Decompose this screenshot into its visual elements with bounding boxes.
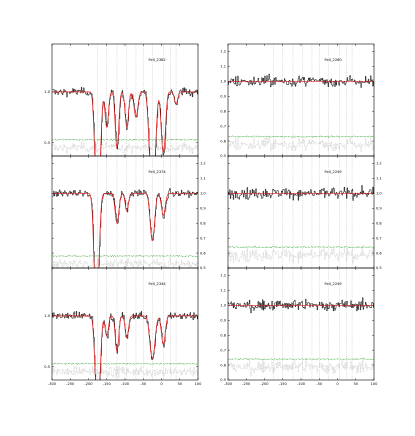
x-tick-label: -150 [279, 382, 288, 386]
y-tick-label: 0.5 [220, 154, 226, 158]
y-tick-label: 1.0 [44, 314, 50, 318]
residual-spectrum [228, 245, 374, 264]
x-tick-label: -200 [84, 382, 93, 386]
panel-title: FeII_2374 [149, 170, 167, 174]
y-tick-label: 0.6 [220, 363, 226, 367]
x-tick-label: 100 [371, 382, 379, 386]
y-tick-label: 0.7 [200, 236, 206, 240]
noise-level [52, 254, 198, 258]
x-tick-label: -250 [242, 382, 251, 386]
spectrum-panel-1: 0.5 1.0 FeII_2382 [44, 43, 199, 157]
y-tick-label: 1.1 [200, 177, 206, 181]
x-tick-label: 0 [160, 382, 163, 386]
y-tick-label: 0.6 [376, 251, 382, 255]
y-tick-label: 0.7 [376, 236, 382, 240]
y-tick-label: 0.9 [376, 206, 382, 210]
spectrum-panel-4: 0.5 0.6 0.7 0.8 0.9 1.0 1.1 1.2 FeII_2260 [220, 43, 375, 158]
y-tick-label: 1.0 [44, 90, 50, 94]
y-tick-label: 0.5 [220, 378, 226, 382]
y-tick-label: 1.2 [376, 162, 382, 166]
x-tick-label: -250 [66, 382, 75, 386]
voigt-model [52, 315, 198, 380]
x-tick-label: -150 [103, 382, 112, 386]
x-tick-label: 100 [195, 382, 203, 386]
panel-title: FeII_2344 [149, 282, 167, 286]
noise-level [228, 245, 374, 249]
x-tick-label: -300 [224, 382, 233, 386]
y-tick-label: 1.1 [220, 289, 226, 293]
x-tick-label: 50 [177, 382, 182, 386]
y-tick-label: 0.8 [220, 333, 226, 337]
y-tick-label: 1.1 [220, 65, 226, 69]
spectrum-panel-6: 0.5 0.6 0.7 0.8 0.9 1.0 1.1 1.2 -300 -250 -200 -150… [220, 267, 379, 386]
x-tick-label: -300 [48, 382, 57, 386]
spectrum-panel-3: 0.5 1.0 -300 -250 -200 -150 -100 -50 0 50 100 FeII_… [44, 267, 203, 386]
x-tick-label: 50 [353, 382, 358, 386]
y-tick-label: 1.1 [376, 177, 382, 181]
y-tick-label: 1.2 [220, 50, 226, 54]
y-tick-label: 0.6 [200, 251, 206, 255]
spectrum-panel-5: 0.5 0.6 0.7 0.8 0.9 1.0 1.1 1.2 FeII_2249 [227, 155, 382, 270]
y-tick-label: 0.5 [44, 365, 50, 369]
residual-spectrum [228, 357, 374, 377]
y-tick-label: 0.6 [220, 139, 226, 143]
y-tick-label: 0.7 [220, 348, 226, 352]
y-tick-label: 0.9 [220, 318, 226, 322]
voigt-model [52, 91, 198, 156]
panel-title: FeII_2249 [325, 170, 343, 174]
y-tick-label: 0.8 [376, 221, 382, 225]
x-tick-label: -100 [121, 382, 130, 386]
x-tick-label: -200 [260, 382, 269, 386]
voigt-model [52, 192, 198, 268]
residual-spectrum [52, 365, 198, 378]
x-tick-label: 0 [336, 382, 339, 386]
x-tick-label: -50 [140, 382, 147, 386]
noise-level [52, 362, 198, 366]
residual-spectrum [52, 141, 198, 154]
y-tick-label: 0.9 [220, 94, 226, 98]
panel-title: FeII_2260 [325, 58, 343, 62]
y-tick-label: 1.0 [220, 80, 226, 84]
panel-title: FeII_2382 [149, 58, 166, 62]
observed-flux [228, 297, 374, 314]
y-tick-label: 1.0 [376, 192, 382, 196]
residual-spectrum [52, 257, 198, 268]
spectrum-panel-2: 0.5 0.6 0.7 0.8 0.9 1.0 1.1 1.2 FeII_2374 [51, 155, 206, 270]
y-tick-label: 0.8 [200, 221, 206, 225]
y-tick-label: 1.2 [200, 162, 206, 166]
panel-title: FeII_2249 [325, 282, 343, 286]
y-tick-label: 0.8 [220, 109, 226, 113]
residual-spectrum [228, 135, 374, 153]
x-tick-label: -50 [316, 382, 323, 386]
noise-level [228, 134, 374, 139]
y-tick-label: 0.9 [200, 206, 206, 210]
noise-level [52, 138, 198, 142]
y-tick-label: 1.0 [220, 304, 226, 308]
y-tick-label: 0.5 [376, 266, 382, 270]
x-tick-label: -100 [297, 382, 306, 386]
y-tick-label: 0.7 [220, 124, 226, 128]
observed-flux [228, 73, 374, 88]
observed-flux [228, 185, 374, 201]
y-tick-label: 1.2 [220, 274, 226, 278]
y-tick-label: 1.0 [200, 192, 206, 196]
y-tick-label: 0.5 [44, 141, 50, 145]
noise-level [228, 357, 374, 361]
y-tick-label: 0.5 [200, 266, 206, 270]
